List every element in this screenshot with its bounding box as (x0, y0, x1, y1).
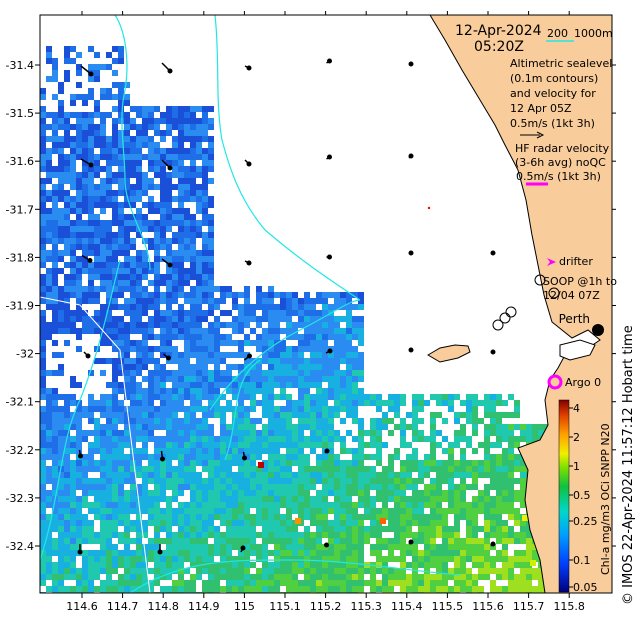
x-tick-label: 115.2 (310, 600, 342, 613)
svg-text:(3-6h avg) noQC: (3-6h avg) noQC (515, 156, 606, 169)
x-tick-label: 115.1 (269, 600, 301, 613)
y-tick-label: -31.8 (6, 251, 34, 264)
credit-text: © IMOS 22-Apr-2024 11:57:12 Hobart time (621, 325, 636, 605)
y-tick-label: -31.5 (6, 107, 34, 120)
x-tick-label: 115.7 (513, 600, 545, 613)
colorbar-tick-label: 2 (573, 431, 580, 444)
colorbar-tick-label: 4 (573, 402, 580, 415)
colorbar-ticks: 4 2 1 0.5 0.25 0.1 0.05 (569, 402, 598, 594)
axis-ticks: 114.6 114.7 114.8 114.9 115 115.1 115.2 115.3 11… (6, 11, 616, 613)
x-tick-label: 115.3 (350, 600, 382, 613)
x-tick-label: 115.6 (472, 600, 504, 613)
hf-radar-note: HF radar velocity (3-6h avg) noQC 0.5m/s… (515, 142, 610, 183)
colorbar-tick-label: 0.1 (573, 554, 591, 567)
colorbar-tick-label: 0.05 (573, 581, 598, 594)
drifter-label: drifter (559, 255, 593, 268)
perth-label: Perth (559, 312, 590, 326)
map-time: 05:20Z (474, 39, 524, 55)
chlorophyll-field (40, 46, 562, 593)
soop-track (492, 274, 560, 331)
coast-lines (40, 296, 151, 593)
colorbar-tick-label: 1 (573, 460, 580, 473)
soop-label-2: 12/04 07Z (543, 289, 600, 302)
depth-200: 200 (547, 27, 568, 40)
y-tick-label: -31.7 (6, 203, 34, 216)
x-tick-label: 115.8 (553, 600, 585, 613)
x-tick-label: 115 (234, 600, 255, 613)
drifter-icon (547, 258, 556, 266)
svg-text:(0.1m contours): (0.1m contours) (510, 72, 598, 85)
svg-text:0.5m/s (1kt 3h): 0.5m/s (1kt 3h) (510, 117, 595, 130)
perth-marker (592, 324, 604, 336)
x-tick-label: 115.5 (432, 600, 464, 613)
y-tick-label: -32.1 (6, 396, 34, 409)
y-tick-label: -32.2 (6, 444, 34, 457)
y-tick-label: -31.6 (6, 155, 34, 168)
argo-marker (547, 374, 563, 390)
depth-1000: 1000m (574, 27, 613, 40)
y-tick-label: -31.4 (6, 59, 34, 72)
colorbar (558, 399, 570, 593)
x-tick-label: 114.6 (66, 600, 98, 613)
colorbar-label: Chl-a mg/m3 OCi SNPP N20 (599, 423, 612, 575)
map-date: 12-Apr-2024 (455, 23, 542, 39)
altimetry-note: Altimetric sealevel (0.1m contours) and … (510, 57, 612, 130)
x-tick-label: 115.4 (391, 600, 423, 613)
y-tick-label: -32 (16, 348, 34, 361)
x-tick-label: 114.9 (188, 600, 220, 613)
colorbar-tick-label: 0.25 (573, 515, 598, 528)
y-tick-label: -32.4 (6, 540, 34, 553)
y-tick-label: -32.3 (6, 492, 34, 505)
svg-text:0.5m/s (1kt 3h): 0.5m/s (1kt 3h) (516, 170, 601, 183)
svg-text:and velocity for: and velocity for (510, 87, 596, 100)
bathymetry-contours (40, 15, 461, 593)
argo-label: Argo 0 (565, 376, 601, 389)
y-tick-label: -31.9 (6, 300, 34, 313)
x-tick-label: 114.7 (107, 600, 139, 613)
red-point (427, 206, 431, 210)
svg-text:HF radar velocity: HF radar velocity (515, 142, 610, 155)
svg-text:Altimetric sealevel: Altimetric sealevel (510, 57, 612, 70)
velocity-arrows (77, 58, 496, 555)
svg-text:12 Apr 05Z: 12 Apr 05Z (510, 102, 572, 115)
colorbar-tick-label: 0.5 (573, 489, 591, 502)
x-tick-label: 114.8 (147, 600, 179, 613)
soop-label-1: SOOP @1h to (543, 275, 617, 288)
